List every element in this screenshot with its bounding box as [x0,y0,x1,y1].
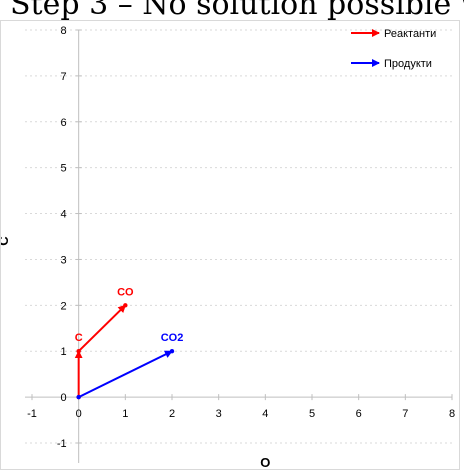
data-label: CO [117,286,134,298]
x-tick-label: 3 [216,408,222,420]
y-tick-label: 0 [61,392,67,404]
tick-labels: -1 0 1 2 3 4 5 6 7 8 -1 0 1 2 3 4 5 6 7 8 [27,25,455,450]
x-tick-label: 1 [122,408,128,420]
y-tick-label: 7 [61,71,67,83]
y-tick-label: -1 [57,438,67,450]
y-tick-label: 6 [61,117,67,129]
legend-label: Реактанти [384,28,436,40]
legend-item: Продукти [351,58,432,70]
y-tick-label: 2 [61,300,67,312]
data-point [169,349,175,354]
x-tick-label: -1 [27,408,37,420]
x-tick-label: 8 [449,408,455,420]
legend-item: Реактанти [351,28,436,40]
data-point [76,394,81,400]
y-tick-label: 8 [61,25,67,37]
y-tick-label: 4 [61,209,67,221]
page-heading: Step 3 – No solution possible w [10,0,464,22]
y-tick-label: 3 [61,254,67,266]
y-axis-label: C [1,236,11,246]
axes [25,29,453,463]
data-label: C [75,332,83,344]
x-tick-label: 0 [76,408,82,420]
x-tick-label: 5 [309,408,315,420]
legend: Реактанти Продукти [351,28,436,70]
y-tick-label: 1 [61,346,67,358]
x-tick-label: 6 [356,408,362,420]
gridlines [25,29,452,444]
vector-arrow [78,350,173,399]
series [74,303,175,400]
legend-label: Продукти [384,58,432,70]
data-point [123,303,128,308]
x-tick-label: 4 [262,408,268,420]
x-tick-label: 7 [402,408,408,420]
chart-area: -1 0 1 2 3 4 5 6 7 8 -1 0 1 2 3 4 5 6 7 8 C CO CO2 Реактанти П… [0,20,460,470]
data-point [76,349,81,354]
series-products [76,349,175,400]
vector-arrow [77,304,127,352]
data-label: CO2 [161,332,184,344]
y-tick-label: 5 [61,163,67,175]
data-labels: C CO CO2 [75,286,184,344]
x-axis-label: O [260,455,270,470]
x-tick-label: 2 [169,408,175,420]
